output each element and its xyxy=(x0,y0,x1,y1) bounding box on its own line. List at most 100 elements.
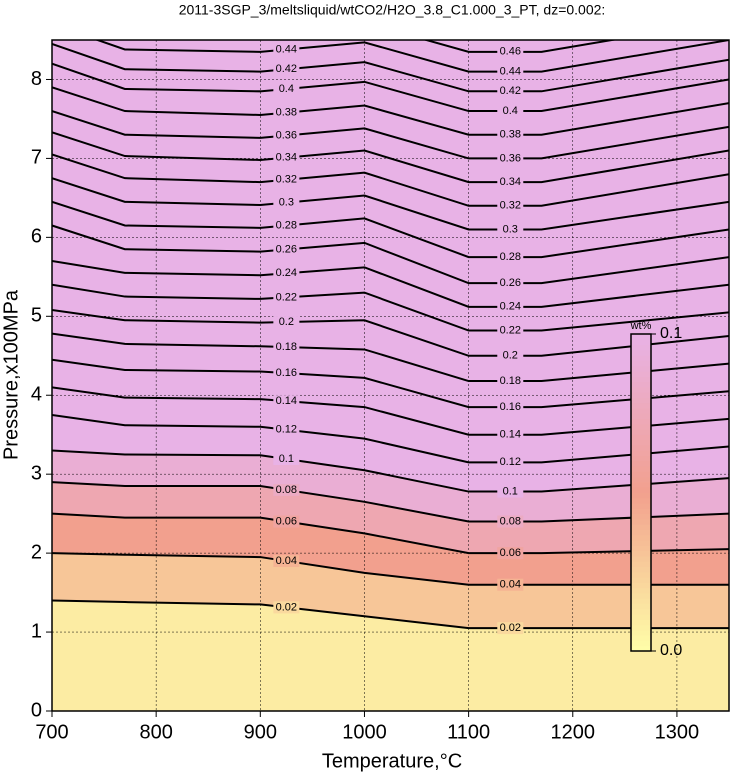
colorbar-cell xyxy=(631,450,651,457)
colorbar-cell xyxy=(631,550,651,557)
contour-label: 0.04 xyxy=(276,555,297,567)
contour-label-bg xyxy=(497,45,524,58)
contour-line xyxy=(52,224,729,285)
colorbar-cell xyxy=(631,413,651,420)
colorbar-cell xyxy=(631,397,651,404)
contour-label-bg xyxy=(273,219,300,232)
contour-label-bg xyxy=(273,316,300,329)
contour-line xyxy=(52,308,729,357)
colorbar-cell xyxy=(631,534,651,541)
contour-label: 0.28 xyxy=(276,219,297,231)
contour-label: 0.22 xyxy=(500,324,521,336)
contour-line xyxy=(52,413,729,464)
contour-label: 0.18 xyxy=(500,375,521,387)
colorbar-cell xyxy=(631,402,651,409)
colorbar-cell xyxy=(631,587,651,594)
colorbar-cell xyxy=(631,487,651,493)
contour-line xyxy=(52,110,729,160)
colorbar-cell xyxy=(631,344,651,351)
contour-label: 0.22 xyxy=(276,291,297,303)
contour-label-bg xyxy=(273,106,300,119)
colorbar-cell xyxy=(631,360,651,367)
contour-label-bg xyxy=(273,395,300,408)
contour-label: 0.32 xyxy=(500,200,521,212)
y-tick-label: 1 xyxy=(31,620,42,642)
contour-line xyxy=(52,332,729,383)
contour-label-bg xyxy=(497,223,524,236)
contour-label: 0.36 xyxy=(500,152,521,164)
colorbar-cell xyxy=(631,508,651,515)
colorbar-cell xyxy=(631,603,651,610)
contour-label: 0.24 xyxy=(276,267,297,279)
contour-label: 0.12 xyxy=(500,456,521,468)
colorbar-tick-label: 0.0 xyxy=(660,642,682,659)
contour-label-bg xyxy=(497,277,524,290)
contour-label: 0.16 xyxy=(276,367,297,379)
contour-line xyxy=(52,552,729,586)
colorbar-cell xyxy=(631,466,651,472)
contour-line xyxy=(52,283,729,332)
contour-label-bg xyxy=(497,65,524,78)
contour-label: 0.2 xyxy=(503,350,518,362)
contour-label-bg xyxy=(497,547,524,560)
contour-label-bg xyxy=(273,601,300,614)
x-tick-label: 700 xyxy=(35,721,68,743)
contour-label: 0.4 xyxy=(279,83,294,95)
contour-label: 0.42 xyxy=(276,63,297,75)
contour-label-bg xyxy=(497,485,524,498)
colorbar-cell xyxy=(631,640,651,647)
contour-label: 0.44 xyxy=(276,43,297,55)
contour-label: 0.14 xyxy=(276,395,297,407)
colorbar-cell xyxy=(631,529,651,536)
colorbar-cell xyxy=(631,577,651,583)
contour-label: 0.14 xyxy=(500,429,521,441)
contour-label: 0.18 xyxy=(276,341,297,353)
contour-label: 0.06 xyxy=(276,515,297,527)
colorbar-cell xyxy=(631,481,651,488)
contour-label: 0.1 xyxy=(503,485,518,497)
contour-label: 0.38 xyxy=(500,129,521,141)
axes-layer: 700 800 900 1000 1100 1200 1300012345678wt%0.0… xyxy=(31,39,730,743)
contour-label-bg xyxy=(273,341,300,354)
contour-label-bg xyxy=(273,43,300,56)
contour-label-bg xyxy=(273,129,300,142)
contour-line xyxy=(52,512,729,555)
colorbar-cell xyxy=(631,339,651,346)
contour-label-bg xyxy=(497,375,524,388)
contour-label: 0.46 xyxy=(500,46,521,58)
plot-frame xyxy=(51,39,730,712)
colorbar-cell xyxy=(631,455,651,462)
contour-label: 0.12 xyxy=(276,424,297,436)
contour-label-bg xyxy=(497,152,524,165)
colorbar-cell xyxy=(631,518,651,525)
y-tick-label: 8 xyxy=(31,68,42,90)
colorbar-cell xyxy=(631,619,651,626)
contour-line xyxy=(52,449,729,493)
colorbar-cell xyxy=(631,635,651,641)
contour-label: 0.02 xyxy=(276,601,297,613)
colorbar-cell xyxy=(631,407,651,414)
x-tick-label: 800 xyxy=(139,721,172,743)
contour-line xyxy=(52,131,729,184)
y-tick-label: 7 xyxy=(31,147,42,169)
contour-label: 0.1 xyxy=(279,453,294,465)
contour-label-bg xyxy=(497,251,524,264)
chart-title: 2011-3SGP_3/meltsliquid/wtCO2/H2O_3.8_C1… xyxy=(179,2,606,18)
contour-label-bg xyxy=(273,423,300,436)
contour-line xyxy=(52,200,729,259)
contour-label-bg xyxy=(497,199,524,212)
contour-label-bg xyxy=(497,128,524,141)
contour-label-bg xyxy=(273,63,300,76)
colorbar-cell xyxy=(631,582,651,589)
colorbar-cell xyxy=(631,598,651,604)
x-tick-label: 1000 xyxy=(342,721,387,743)
y-tick-label: 3 xyxy=(31,462,42,484)
y-tick-label: 5 xyxy=(31,305,42,327)
colorbar-cell xyxy=(631,497,651,504)
colorbar-cell xyxy=(631,476,651,483)
contour-label-bg xyxy=(497,324,524,337)
x-tick-label: 900 xyxy=(244,721,277,743)
colorbar-tick-label: 0.1 xyxy=(660,325,682,342)
colorbar-cell xyxy=(631,561,651,567)
colorbar-cell xyxy=(631,386,651,393)
